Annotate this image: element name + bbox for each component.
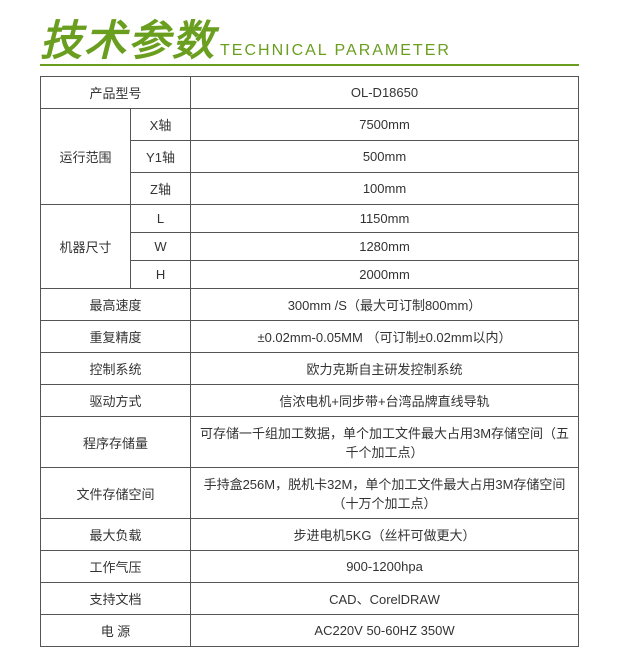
table-row: 驱动方式 信浓电机+同步带+台湾品牌直线导轨 xyxy=(41,385,579,417)
label-file: 文件存储空间 xyxy=(41,468,191,519)
table-row: 电 源 AC220V 50-60HZ 350W xyxy=(41,615,579,647)
label-model: 产品型号 xyxy=(41,77,191,109)
value-size-h: 2000mm xyxy=(191,261,579,289)
table-row: 重复精度 ±0.02mm-0.05MM （可订制±0.02mm以内） xyxy=(41,321,579,353)
table-row: 工作气压 900-1200hpa xyxy=(41,551,579,583)
value-speed: 300mm /S（最大可订制800mm） xyxy=(191,289,579,321)
sub-range-z: Z轴 xyxy=(131,173,191,205)
label-control: 控制系统 xyxy=(41,353,191,385)
label-speed: 最高速度 xyxy=(41,289,191,321)
sub-size-w: W xyxy=(131,233,191,261)
sub-range-x: X轴 xyxy=(131,109,191,141)
label-power: 电 源 xyxy=(41,615,191,647)
spec-table: 产品型号 OL-D18650 运行范围 X轴 7500mm Y1轴 500mm … xyxy=(40,76,579,647)
value-doc: CAD、CorelDRAW xyxy=(191,583,579,615)
value-control: 欧力克斯自主研发控制系统 xyxy=(191,353,579,385)
table-row: 产品型号 OL-D18650 xyxy=(41,77,579,109)
value-prog: 可存储一千组加工数据，单个加工文件最大占用3M存储空间（五千个加工点） xyxy=(191,417,579,468)
value-repeat: ±0.02mm-0.05MM （可订制±0.02mm以内） xyxy=(191,321,579,353)
header: 技术参数 TECHNICAL PARAMETER xyxy=(40,20,579,66)
sub-range-y: Y1轴 xyxy=(131,141,191,173)
table-row: 程序存储量 可存储一千组加工数据，单个加工文件最大占用3M存储空间（五千个加工点… xyxy=(41,417,579,468)
table-row: 最大负载 步进电机5KG（丝杆可做更大） xyxy=(41,519,579,551)
label-repeat: 重复精度 xyxy=(41,321,191,353)
title-en: TECHNICAL PARAMETER xyxy=(220,42,451,60)
label-prog: 程序存储量 xyxy=(41,417,191,468)
label-range: 运行范围 xyxy=(41,109,131,205)
label-size: 机器尺寸 xyxy=(41,205,131,289)
value-drive: 信浓电机+同步带+台湾品牌直线导轨 xyxy=(191,385,579,417)
label-doc: 支持文档 xyxy=(41,583,191,615)
sub-size-l: L xyxy=(131,205,191,233)
sub-size-h: H xyxy=(131,261,191,289)
table-row: 最高速度 300mm /S（最大可订制800mm） xyxy=(41,289,579,321)
value-model: OL-D18650 xyxy=(191,77,579,109)
value-range-y: 500mm xyxy=(191,141,579,173)
value-size-l: 1150mm xyxy=(191,205,579,233)
table-row: 支持文档 CAD、CorelDRAW xyxy=(41,583,579,615)
table-row: 控制系统 欧力克斯自主研发控制系统 xyxy=(41,353,579,385)
label-load: 最大负载 xyxy=(41,519,191,551)
value-load: 步进电机5KG（丝杆可做更大） xyxy=(191,519,579,551)
title-cn: 技术参数 xyxy=(40,20,216,62)
label-air: 工作气压 xyxy=(41,551,191,583)
label-drive: 驱动方式 xyxy=(41,385,191,417)
value-size-w: 1280mm xyxy=(191,233,579,261)
value-range-z: 100mm xyxy=(191,173,579,205)
value-power: AC220V 50-60HZ 350W xyxy=(191,615,579,647)
value-range-x: 7500mm xyxy=(191,109,579,141)
table-row: 文件存储空间 手持盒256M，脱机卡32M，单个加工文件最大占用3M存储空间（十… xyxy=(41,468,579,519)
table-row: 运行范围 X轴 7500mm xyxy=(41,109,579,141)
value-file: 手持盒256M，脱机卡32M，单个加工文件最大占用3M存储空间（十万个加工点） xyxy=(191,468,579,519)
table-row: 机器尺寸 L 1150mm xyxy=(41,205,579,233)
value-air: 900-1200hpa xyxy=(191,551,579,583)
